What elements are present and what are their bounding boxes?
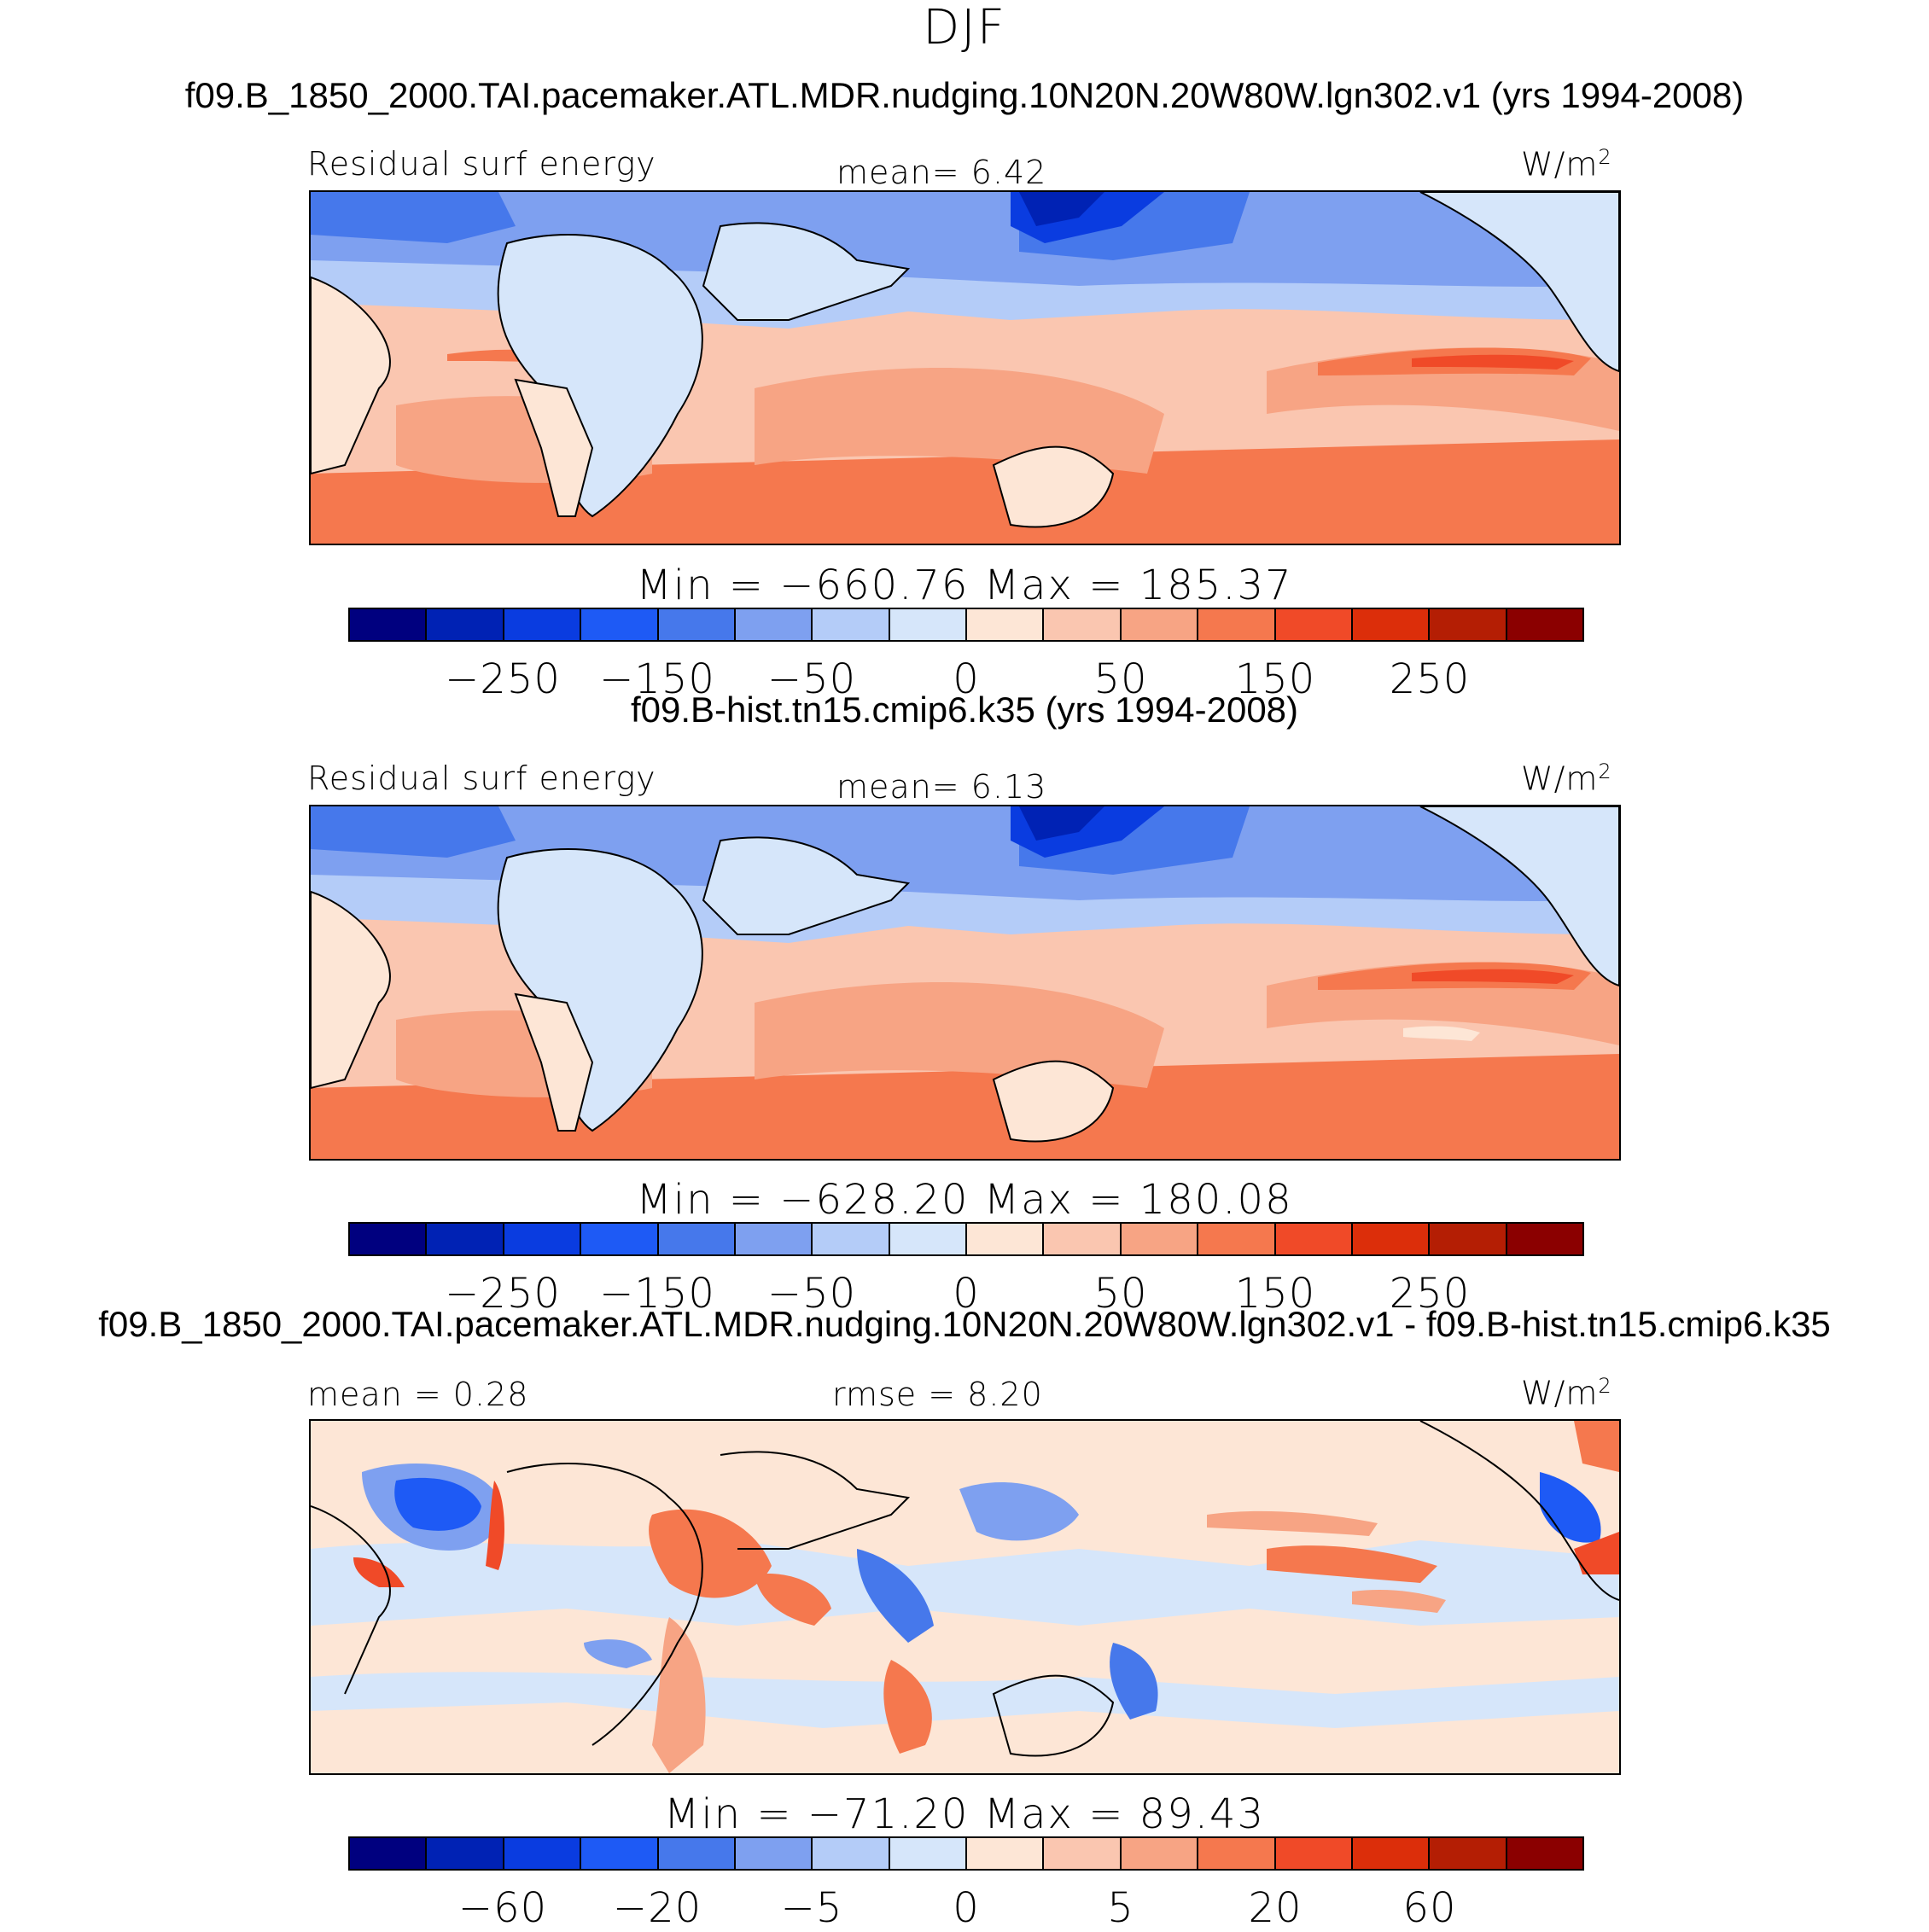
colorbar-swatch: [581, 1224, 659, 1254]
colorbar-swatch: [504, 609, 582, 640]
colorbar-tick-label: −20: [612, 1884, 702, 1932]
colorbar-tick-label: 50: [1093, 1270, 1148, 1318]
colorbar-swatch: [813, 609, 890, 640]
colorbar-swatch: [889, 1224, 967, 1254]
colorbar-tick-label: −250: [445, 1270, 561, 1318]
colorbar-tick-label: 60: [1402, 1884, 1457, 1932]
panel-3-colorbar: [348, 1836, 1584, 1871]
colorbar-swatch: [427, 1838, 504, 1869]
colorbar-swatch: [1506, 609, 1582, 640]
panel-1-variable-label: Residual surf energy: [307, 145, 656, 183]
colorbar-tick-label: −60: [457, 1884, 548, 1932]
panel-2-minmax: Min = −628.20 Max = 180.08: [636, 1176, 1293, 1224]
colorbar-tick-label: 150: [1234, 1270, 1316, 1318]
panel-2-colorbar: [348, 1222, 1584, 1256]
panel-2-title: f09.B-hist.tn15.cmip6.k35 (yrs 1994-2008…: [630, 690, 1299, 730]
colorbar-swatch: [427, 1224, 504, 1254]
colorbar-swatch: [1506, 1224, 1582, 1254]
colorbar-swatch: [1121, 609, 1199, 640]
colorbar-swatch: [1430, 609, 1507, 640]
colorbar-swatch: [350, 1838, 428, 1869]
panel-3-minmax: Min = −71.20 Max = 89.43: [663, 1790, 1266, 1838]
panel-1-units-label: W/m2: [1521, 145, 1612, 183]
colorbar-swatch: [1121, 1224, 1199, 1254]
colorbar-swatch: [581, 1838, 659, 1869]
colorbar-swatch: [1430, 1224, 1507, 1254]
colorbar-tick-label: 250: [1389, 1270, 1471, 1318]
colorbar-swatch: [1352, 609, 1431, 640]
colorbar-swatch: [1044, 609, 1122, 640]
panel-3-rmse-label: rmse = 8.20: [832, 1376, 1043, 1413]
colorbar-tick-label: 250: [1389, 655, 1471, 703]
colorbar-tick-label: 20: [1248, 1884, 1303, 1932]
colorbar-swatch: [350, 609, 428, 640]
colorbar-tick-label: 0: [953, 1270, 980, 1318]
colorbar-swatch: [1044, 1224, 1122, 1254]
panel-2-mean-label: mean= 6.13: [836, 768, 1047, 806]
colorbar-swatch: [1430, 1838, 1507, 1869]
colorbar-tick-label: −50: [766, 1270, 857, 1318]
colorbar-swatch: [1121, 1838, 1199, 1869]
panel-2-map: [309, 805, 1621, 1161]
colorbar-tick-label: 50: [1093, 655, 1148, 703]
colorbar-swatch: [1198, 609, 1276, 640]
colorbar-tick-label: −150: [599, 1270, 715, 1318]
panel-1-colorbar: [348, 608, 1584, 642]
colorbar-swatch: [504, 1224, 582, 1254]
colorbar-swatch: [735, 1224, 813, 1254]
colorbar-tick-label: −150: [599, 655, 715, 703]
panel-3-units-label: W/m2: [1521, 1374, 1612, 1412]
colorbar-swatch: [350, 1224, 428, 1254]
colorbar-swatch: [813, 1224, 890, 1254]
colorbar-swatch: [967, 1838, 1045, 1869]
colorbar-swatch: [1275, 609, 1353, 640]
panel-1-map: [309, 190, 1621, 545]
panel-1-mean-label: mean= 6.42: [836, 154, 1047, 191]
colorbar-swatch: [581, 609, 659, 640]
colorbar-swatch: [504, 1838, 582, 1869]
panel-3-map: [309, 1419, 1621, 1775]
panel-1-minmax: Min = −660.76 Max = 185.37: [636, 562, 1293, 609]
colorbar-tick-label: 0: [953, 1884, 980, 1932]
colorbar-swatch: [658, 1838, 736, 1869]
panel-2-units-label: W/m2: [1521, 759, 1612, 798]
colorbar-swatch: [1044, 1838, 1122, 1869]
colorbar-swatch: [813, 1838, 890, 1869]
colorbar-swatch: [889, 1838, 967, 1869]
colorbar-swatch: [1352, 1838, 1431, 1869]
colorbar-swatch: [967, 1224, 1045, 1254]
colorbar-swatch: [735, 609, 813, 640]
colorbar-tick-label: −50: [766, 655, 857, 703]
colorbar-tick-label: −250: [445, 655, 561, 703]
colorbar-swatch: [1198, 1838, 1276, 1869]
colorbar-tick-label: 5: [1107, 1884, 1134, 1932]
colorbar-swatch: [889, 609, 967, 640]
colorbar-tick-label: 0: [953, 655, 980, 703]
colorbar-swatch: [1506, 1838, 1582, 1869]
colorbar-swatch: [1275, 1838, 1353, 1869]
colorbar-swatch: [1275, 1224, 1353, 1254]
panel-2-variable-label: Residual surf energy: [307, 759, 656, 797]
colorbar-swatch: [658, 609, 736, 640]
colorbar-swatch: [967, 609, 1045, 640]
colorbar-tick-label: 150: [1234, 655, 1316, 703]
panel-1-title: f09.B_1850_2000.TAI.pacemaker.ATL.MDR.nu…: [184, 75, 1745, 115]
colorbar-tick-label: −5: [780, 1884, 843, 1932]
colorbar-swatch: [735, 1838, 813, 1869]
colorbar-swatch: [427, 609, 504, 640]
panel-3-mean-label: mean = 0.28: [307, 1376, 529, 1413]
figure-suptitle: DJF: [923, 0, 1006, 55]
colorbar-swatch: [1198, 1224, 1276, 1254]
panel-3-title: f09.B_1850_2000.TAI.pacemaker.ATL.MDR.nu…: [98, 1304, 1831, 1344]
colorbar-swatch: [1352, 1224, 1431, 1254]
colorbar-swatch: [658, 1224, 736, 1254]
